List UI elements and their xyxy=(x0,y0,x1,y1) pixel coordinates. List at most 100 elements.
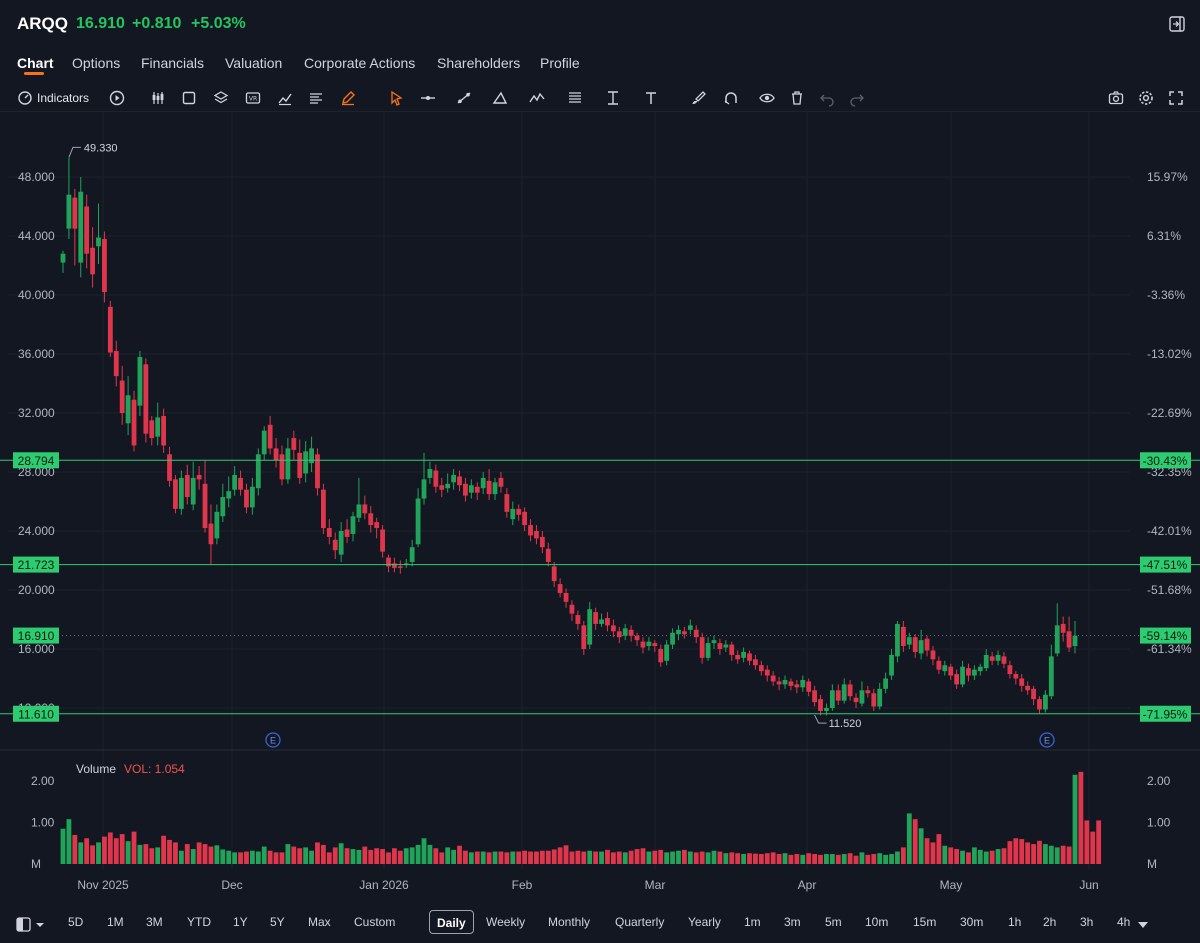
interval-weekly[interactable]: Weekly xyxy=(486,915,526,929)
chart-type-icon[interactable] xyxy=(276,89,294,107)
tab-chart[interactable]: Chart xyxy=(17,55,54,71)
volume-tick-right: M xyxy=(1147,857,1157,871)
measure-icon[interactable] xyxy=(604,89,622,107)
indicators-icon[interactable] xyxy=(16,89,34,107)
tab-corporate-actions[interactable]: Corporate Actions xyxy=(304,55,416,71)
vr-icon[interactable]: VR xyxy=(244,89,262,107)
interval-5m[interactable]: 5m xyxy=(825,915,842,929)
volume-bar xyxy=(214,845,220,864)
range-5y[interactable]: 5Y xyxy=(270,915,285,929)
candle-body xyxy=(587,609,593,645)
interval-10m[interactable]: 10m xyxy=(865,915,889,929)
interval-4h[interactable]: 4h xyxy=(1117,915,1131,929)
interval-daily[interactable]: Daily xyxy=(429,910,474,934)
interval-monthly[interactable]: Monthly xyxy=(548,915,591,929)
layers-icon[interactable] xyxy=(212,89,230,107)
settings-icon[interactable] xyxy=(1137,89,1155,107)
x-tick-label: Nov 2025 xyxy=(77,878,129,892)
candle-body xyxy=(581,625,587,649)
volume-bar xyxy=(167,839,172,864)
candle-body xyxy=(468,485,474,493)
earnings-marker-icon xyxy=(265,732,281,748)
volume-bar xyxy=(900,847,906,864)
list-icon[interactable] xyxy=(307,89,325,107)
candle-body xyxy=(545,548,551,562)
rectangle-icon[interactable] xyxy=(180,89,198,107)
eye-icon[interactable] xyxy=(758,89,776,107)
volume-bar xyxy=(699,851,705,864)
interval-yearly[interactable]: Yearly xyxy=(688,915,721,929)
range-5d[interactable]: 5D xyxy=(68,915,84,929)
x-tick-label: Feb xyxy=(512,878,533,892)
volume-bar xyxy=(368,849,374,864)
range-3m[interactable]: 3M xyxy=(146,915,163,929)
candle-body xyxy=(930,650,936,660)
tab-profile[interactable]: Profile xyxy=(540,55,580,71)
more-intervals-chevron-icon[interactable] xyxy=(1138,922,1148,928)
candle-body xyxy=(155,417,161,437)
tab-options[interactable]: Options xyxy=(72,55,121,71)
trash-icon[interactable] xyxy=(788,89,806,107)
interval-1h[interactable]: 1h xyxy=(1008,915,1022,929)
range-1y[interactable]: 1Y xyxy=(233,915,248,929)
candle-body xyxy=(1060,623,1066,633)
tab-financials[interactable]: Financials xyxy=(141,55,205,71)
interval-15m[interactable]: 15m xyxy=(913,915,937,929)
brush-icon[interactable] xyxy=(690,89,708,107)
volume-bar xyxy=(1060,845,1066,864)
volume-tick-left: M xyxy=(31,857,41,871)
triangle-icon[interactable] xyxy=(491,89,509,107)
volume-bar xyxy=(238,852,243,864)
redo-icon[interactable] xyxy=(848,89,866,107)
layout-toggle-icon[interactable] xyxy=(16,917,46,933)
fullscreen-icon[interactable] xyxy=(1167,89,1185,107)
text-icon[interactable] xyxy=(642,89,660,107)
magnet-icon[interactable] xyxy=(722,89,740,107)
indicators-button[interactable]: Indicators xyxy=(37,91,90,105)
range-1m[interactable]: 1M xyxy=(107,915,124,929)
candle-body xyxy=(445,483,451,489)
volume-bar xyxy=(1037,840,1042,864)
range-custom[interactable]: Custom xyxy=(354,915,396,929)
candle-body xyxy=(273,448,279,461)
volume-bar xyxy=(1007,841,1013,864)
candle-body xyxy=(397,566,403,568)
ticker-symbol: ARQQ xyxy=(17,14,68,33)
trend-line-icon[interactable] xyxy=(455,89,473,107)
volume-bar xyxy=(877,853,883,864)
interval-quarterly[interactable]: Quarterly xyxy=(615,915,665,929)
fib-icon[interactable] xyxy=(566,89,584,107)
interval-2h[interactable]: 2h xyxy=(1043,915,1057,929)
volume-bar xyxy=(889,854,894,864)
y-tick-label: 48.000 xyxy=(18,170,55,184)
interval-30m[interactable]: 30m xyxy=(960,915,984,929)
interval-1m[interactable]: 1m xyxy=(744,915,761,929)
candle-body xyxy=(510,508,516,520)
price-chart[interactable]: 48.000 44.000 40.000 36.000 32.000 28.000 24.0… xyxy=(0,112,1200,905)
interval-3m[interactable]: 3m xyxy=(784,915,801,929)
camera-icon[interactable] xyxy=(1107,89,1125,107)
collapse-panel-icon[interactable] xyxy=(1168,15,1186,33)
volume-bar xyxy=(196,842,202,864)
volume-bar xyxy=(155,847,161,864)
interval-3h[interactable]: 3h xyxy=(1080,915,1094,929)
horizontal-line-icon[interactable] xyxy=(419,89,437,107)
x-tick-label: Apr xyxy=(798,878,817,892)
cursor-icon[interactable] xyxy=(387,89,405,107)
range-max[interactable]: Max xyxy=(308,915,331,929)
replay-icon[interactable] xyxy=(108,89,126,107)
candle-body xyxy=(782,679,788,685)
tab-shareholders[interactable]: Shareholders xyxy=(437,55,521,71)
volume-bar xyxy=(208,846,214,864)
candles-icon[interactable] xyxy=(149,89,167,107)
candle-body xyxy=(338,531,344,555)
undo-icon[interactable] xyxy=(818,89,836,107)
pencil-icon[interactable] xyxy=(339,89,357,107)
pattern-icon[interactable] xyxy=(528,89,546,107)
candle-body xyxy=(829,690,835,708)
volume-bar xyxy=(782,853,788,864)
tab-valuation[interactable]: Valuation xyxy=(225,55,283,71)
volume-bar xyxy=(605,849,610,864)
range-ytd[interactable]: YTD xyxy=(187,915,211,929)
volume-tick-left: 2.00 xyxy=(31,774,55,788)
